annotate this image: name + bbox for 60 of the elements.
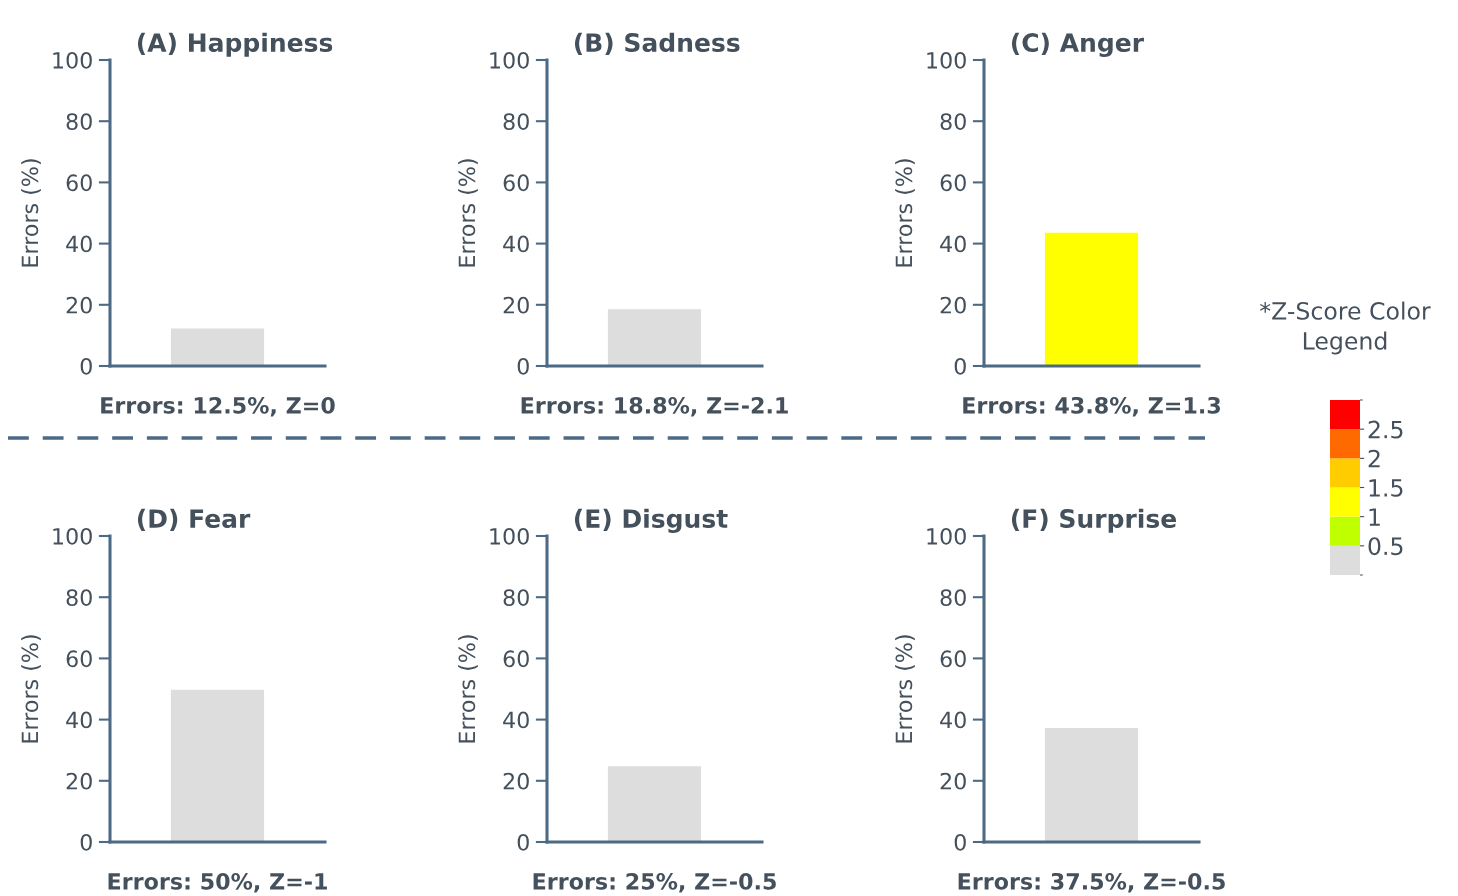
color-bar-title: *Z-Score Color Legend (1260, 301, 1431, 355)
y-tick-label: 0 (954, 357, 966, 375)
text: Errors: 37.5%, Z=-0.5 (958, 872, 1225, 893)
y-axis-title: Errors (%) (21, 159, 41, 267)
y-tick-label: 40 (940, 711, 966, 729)
chart-title: (F) Surprise (1011, 508, 1176, 533)
color-bar-label: 2 (1368, 449, 1380, 468)
y-axis-title: Errors (%) (458, 159, 478, 267)
y-tick-label: 100 (927, 51, 966, 69)
chart-title: (C) Anger (1011, 32, 1144, 58)
y-tick-label: 20 (503, 772, 529, 790)
y-axis-title: Errors (%) (458, 635, 478, 743)
y-tick-label: 60 (66, 650, 92, 668)
y-tick-label: 80 (940, 113, 966, 130)
y-tick-label: 20 (940, 772, 966, 790)
color-bar-label: 1 (1369, 508, 1380, 526)
y-axis-title: Errors (%) (21, 635, 41, 743)
y-tick-label: 100 (490, 527, 529, 545)
color-bar-label: 2.5 (1368, 420, 1403, 439)
color-bar-label: 1.5 (1369, 479, 1403, 497)
y-tick-label: 100 (53, 527, 92, 545)
y-tick-label: 40 (503, 711, 529, 729)
y-tick-label: 20 (66, 772, 92, 790)
text: Errors: 50%, Z=-1 (108, 872, 327, 893)
y-tick-label: 20 (503, 296, 529, 314)
y-tick-label: 40 (503, 235, 529, 253)
chart-title: (D) Fear (137, 508, 251, 531)
text: Errors: 43.8%, Z=1.3 (963, 396, 1221, 417)
y-tick-label: 20 (940, 296, 966, 314)
y-tick-label: 40 (66, 711, 92, 729)
y-tick-label: 80 (503, 589, 529, 606)
y-tick-label: 40 (66, 235, 92, 253)
y-tick-label: 100 (53, 51, 92, 69)
chart-title: (A) Happiness (137, 32, 333, 57)
y-tick-label: 0 (517, 833, 529, 851)
y-axis-title: Errors (%) (895, 159, 915, 267)
text: Errors: 25%, Z=-0.5 (533, 872, 776, 893)
y-tick-label: 60 (940, 650, 966, 668)
y-tick-label: 80 (940, 589, 966, 606)
y-tick-label: 60 (940, 174, 966, 192)
y-tick-label: 20 (66, 296, 92, 314)
y-tick-label: 60 (503, 174, 529, 192)
chart-title: (E) Disgust (574, 508, 728, 534)
y-tick-label: 0 (954, 833, 966, 851)
y-tick-label: 40 (940, 235, 966, 253)
color-bar-label: 0.5 (1368, 537, 1403, 556)
chart-title: (B) Sadness (574, 32, 740, 55)
y-tick-label: 0 (80, 833, 92, 851)
y-tick-label: 80 (66, 589, 92, 606)
y-tick-label: 60 (66, 174, 92, 192)
text: Errors: 12.5%, Z=0 (101, 396, 335, 417)
y-tick-label: 100 (490, 51, 529, 69)
y-tick-label: 100 (927, 527, 966, 545)
y-tick-label: 0 (517, 357, 529, 375)
y-tick-label: 0 (80, 357, 92, 375)
y-tick-label: 80 (503, 113, 529, 130)
y-tick-label: 80 (66, 113, 92, 130)
text: Errors: 18.8%, Z=-2.1 (521, 396, 788, 417)
y-axis-title: Errors (%) (895, 635, 915, 743)
y-tick-label: 60 (503, 650, 529, 668)
